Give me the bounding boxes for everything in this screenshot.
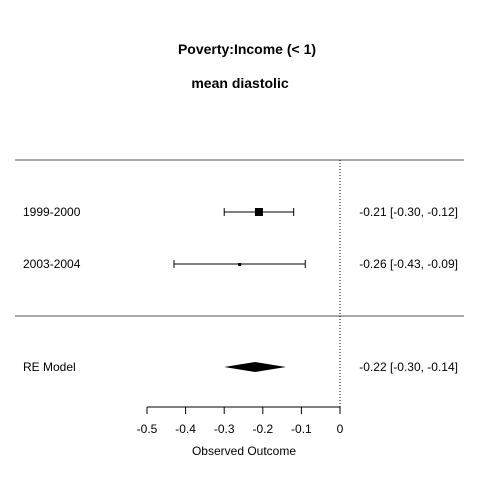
x-tick-label: -0.3 <box>214 422 235 436</box>
study-label-1999-2000: 1999-2000 <box>23 205 81 219</box>
study-estimate-text-2003-2004: -0.26 [-0.43, -0.09] <box>359 257 458 271</box>
x-tick-label: 0 <box>337 422 344 436</box>
chart-subtitle: mean diastolic <box>191 75 288 91</box>
x-tick-label: -0.1 <box>291 422 312 436</box>
summary-label: RE Model <box>23 360 76 374</box>
study-point-2003-2004 <box>238 263 241 266</box>
x-tick-label: -0.4 <box>175 422 196 436</box>
x-axis: -0.5 -0.4 -0.3 -0.2 -0.1 0 <box>137 407 344 436</box>
study-estimate-text-1999-2000: -0.21 [-0.30, -0.12] <box>359 205 458 219</box>
summary-estimate-text: -0.22 [-0.30, -0.14] <box>359 360 458 374</box>
x-tick-label: -0.5 <box>137 422 158 436</box>
summary-diamond <box>224 362 286 372</box>
chart-title: Poverty:Income (< 1) <box>178 41 316 57</box>
study-point-1999-2000 <box>255 208 263 216</box>
study-label-2003-2004: 2003-2004 <box>23 257 81 271</box>
x-axis-label: Observed Outcome <box>192 444 296 458</box>
x-tick-label: -0.2 <box>252 422 273 436</box>
